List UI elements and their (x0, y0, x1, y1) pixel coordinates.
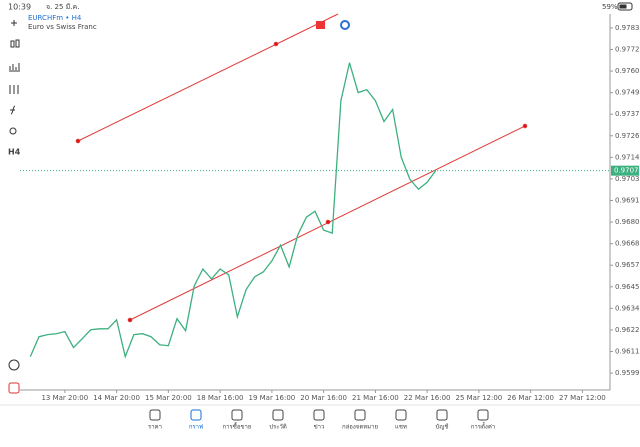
tab-bar: ราคา กราฟ การซื้อขาย ประวัติ ข่าว กล่องจดหมาย… (148, 409, 495, 431)
tab-label[interactable]: บัญชี (436, 423, 449, 431)
x-tick-label: 20 Mar 16:00 (300, 394, 347, 402)
current-price-label: 0.97074 (614, 167, 640, 175)
crosshair-tool[interactable] (11, 20, 17, 26)
symbol[interactable]: EURCHFm • H4 (28, 14, 82, 22)
status-time: 10:39 (8, 3, 31, 12)
trendline-anchor[interactable] (522, 123, 528, 129)
trendline-anchor[interactable] (273, 41, 279, 47)
battery-icon (617, 2, 633, 11)
x-tick-label: 26 Mar 12:00 (507, 394, 554, 402)
y-tick-label: 0.96915 (615, 196, 640, 204)
trendlines (75, 13, 528, 323)
y-tick-label: 0.97605 (615, 67, 640, 75)
assistant-tool[interactable] (8, 359, 20, 371)
x-tick-label: 13 Mar 20:00 (41, 394, 88, 402)
x-tick-label: 18 Mar 16:00 (197, 394, 244, 402)
status-date: จ. 25 มี.ค. (46, 3, 79, 11)
tab-icon[interactable] (395, 409, 407, 421)
symbol-description: Euro vs Swiss Franc (28, 23, 97, 31)
tab-label[interactable]: แชท (395, 424, 407, 431)
tab-label[interactable]: กล่องจดหมาย (342, 424, 378, 431)
y-tick-label: 0.96685 (615, 240, 640, 248)
flag-icon (340, 20, 350, 30)
current-price-box (611, 165, 639, 176)
left-toolbar (8, 20, 20, 394)
tab-icon[interactable] (436, 409, 448, 421)
status-battery: 59% (602, 3, 618, 11)
tab-label[interactable]: การตั้งค่า (471, 421, 495, 431)
tab-icon[interactable] (313, 409, 325, 421)
price-line (29, 62, 437, 359)
x-tick-label: 21 Mar 16:00 (352, 394, 399, 402)
y-tick-label: 0.96455 (615, 283, 640, 291)
tab-label[interactable]: ข่าว (314, 424, 325, 431)
candle-tool[interactable] (10, 40, 15, 48)
indicators-tool[interactable] (9, 85, 19, 94)
battery-level (619, 4, 627, 9)
x-tick-label: 22 Mar 16:00 (404, 394, 451, 402)
tab-icon[interactable] (190, 409, 202, 421)
tab-icon[interactable] (272, 409, 284, 421)
function-tool[interactable] (10, 105, 16, 115)
tab-label[interactable]: ราคา (148, 424, 162, 431)
depth-tool[interactable] (8, 382, 20, 394)
y-tick-label: 0.97145 (615, 153, 640, 161)
y-tick-label: 0.97375 (615, 110, 640, 118)
x-tick-label: 14 Mar 20:00 (93, 394, 140, 402)
tab-icon[interactable] (149, 409, 161, 421)
x-tick-label: 15 Mar 20:00 (145, 394, 192, 402)
x-tick-label: 25 Mar 12:00 (456, 394, 503, 402)
y-tick-label: 0.97835 (615, 24, 640, 32)
trendline-anchor[interactable] (127, 317, 133, 323)
candle-tool[interactable] (15, 39, 20, 48)
flag-icon (316, 21, 325, 29)
y-tick-label: 0.95995 (615, 369, 640, 377)
tab-label[interactable]: ประวัติ (269, 424, 287, 431)
trendline-anchor[interactable] (75, 138, 81, 144)
tab-icon[interactable] (354, 409, 366, 421)
trendline-anchor[interactable] (325, 219, 331, 225)
tab-icon[interactable] (231, 409, 243, 421)
bars-tool[interactable] (9, 63, 20, 72)
timeframe-button[interactable]: H4 (8, 148, 21, 157)
x-tick-label: 27 Mar 12:00 (559, 394, 606, 402)
tab-label[interactable]: กราฟ (189, 424, 203, 431)
x-tick-label: 19 Mar 16:00 (248, 394, 295, 402)
tab-icon[interactable] (477, 409, 489, 421)
objects-tool[interactable] (9, 127, 17, 135)
trendline[interactable] (77, 13, 339, 142)
tab-label[interactable]: การซื้อขาย (223, 421, 252, 431)
y-tick-label: 0.96225 (615, 326, 640, 334)
